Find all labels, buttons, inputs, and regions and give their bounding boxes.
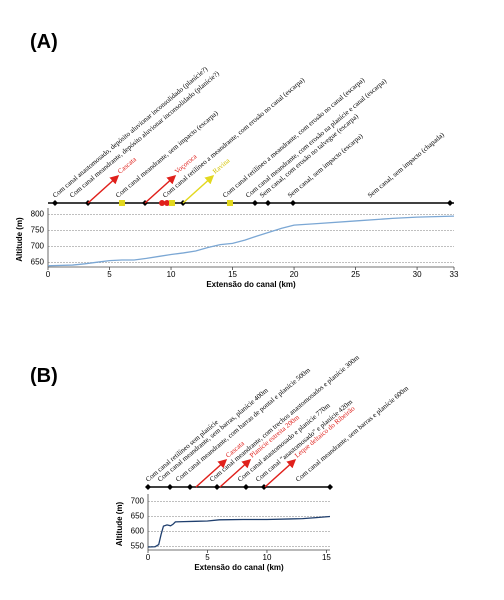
annotation: Com canal meandrante, com erosão na plan…: [244, 77, 388, 200]
marker: [290, 200, 296, 206]
annotation-arrow: [87, 174, 120, 204]
profile-line: [47, 215, 455, 267]
plot-area: [48, 212, 454, 267]
y-tick-label: 800: [31, 210, 45, 219]
x-axis-label: Extensão do canal (km): [206, 280, 296, 289]
x-tick-label: 30: [413, 270, 422, 279]
marker: [261, 484, 267, 490]
x-tick-label: 10: [167, 270, 176, 279]
y-axis-label: Altitude (m): [15, 217, 24, 262]
panel-label: (B): [30, 365, 58, 387]
marker: [119, 200, 125, 206]
x-tick-label: 10: [263, 553, 272, 562]
y-tick-label: 700: [131, 497, 145, 506]
x-tick-label: 0: [46, 270, 51, 279]
annotation: Com canal meandrante, depósito aluvionar…: [68, 69, 221, 199]
x-tick-label: 0: [146, 553, 151, 562]
profile-line: [147, 515, 331, 548]
annotation-arrow: [144, 174, 177, 204]
x-tick-label: 20: [290, 270, 299, 279]
y-tick-label: 750: [31, 226, 45, 235]
annotation-arrow: [264, 458, 297, 488]
marker: [52, 200, 58, 206]
annotation: Sem canal, sem impacto (chapada): [366, 130, 446, 199]
x-axis-label: Extensão do canal (km): [194, 563, 284, 572]
marker: [164, 200, 170, 206]
annotation-arrow: [219, 458, 252, 488]
marker: [214, 484, 220, 490]
x-tick-label: 5: [107, 270, 112, 279]
plot-area: [148, 498, 330, 550]
annotation: Com canal retilíneo a meandrante, com er…: [221, 76, 367, 200]
y-axis-label: Altitude (m): [115, 501, 124, 546]
x-tick-label: 5: [205, 553, 210, 562]
y-tick-label: 700: [31, 242, 45, 251]
x-tick-label: 15: [228, 270, 237, 279]
panel-label: (A): [30, 31, 58, 53]
y-tick-label: 600: [131, 527, 145, 536]
marker: [327, 484, 333, 490]
y-tick-label: 550: [131, 542, 145, 551]
marker: [265, 200, 271, 206]
y-tick-label: 650: [31, 258, 45, 267]
marker: [159, 200, 165, 206]
marker: [243, 484, 249, 490]
marker: [187, 484, 193, 490]
marker: [252, 200, 258, 206]
x-tick-label: 15: [322, 553, 331, 562]
marker: [169, 200, 175, 206]
annotation-arrow: [182, 174, 215, 204]
y-tick-label: 650: [131, 512, 145, 521]
marker: [167, 484, 173, 490]
marker: [447, 200, 453, 206]
annotation: Com canal meandrante, sem impacto (escar…: [114, 109, 220, 200]
marker: [145, 484, 151, 490]
marker: [227, 200, 233, 206]
x-tick-label: 25: [351, 270, 360, 279]
annotation-arrow: [195, 458, 228, 488]
x-tick-label: 33: [450, 270, 459, 279]
